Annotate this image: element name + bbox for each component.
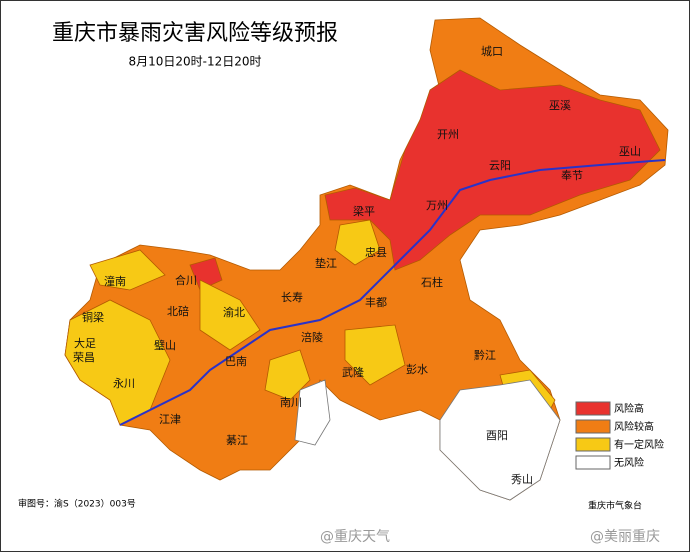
subtitle: 8月10日20时-12日20时: [128, 55, 261, 69]
district-label: 璧山: [154, 338, 176, 352]
district-label: 荣昌: [73, 351, 95, 364]
district-label: 合川: [175, 273, 197, 287]
region-yellow: [89, 249, 166, 291]
legend-swatch: [575, 455, 611, 470]
legend-label: 有一定风险: [614, 438, 664, 451]
legend-label: 风险较高: [614, 420, 654, 433]
district-label: 秀山: [511, 473, 533, 486]
district-label: 渝北: [223, 305, 245, 319]
district-label: 丰都: [365, 296, 387, 309]
district-label: 潼南: [104, 274, 126, 288]
legend-swatch: [575, 401, 611, 416]
river: [119, 159, 666, 426]
region-red: [189, 257, 223, 291]
district-label: 黔江: [474, 348, 496, 362]
region-yellow: [199, 279, 261, 351]
map: [64, 17, 669, 501]
watermark: @美丽重庆: [590, 529, 660, 545]
region-white: [294, 379, 331, 446]
region-white: [439, 379, 561, 501]
district-label: 巫山: [619, 145, 641, 158]
region-red: [324, 69, 661, 271]
district-label: 铜梁: [82, 310, 104, 324]
district-label: 奉节: [561, 168, 583, 182]
district-label: 永川: [113, 376, 135, 390]
legend-swatch: [575, 419, 611, 434]
title: 重庆市暴雨灾害风险等级预报: [52, 21, 338, 46]
district-label: 彭水: [406, 362, 428, 376]
map-number: 审图号：渝S（2023）003号: [18, 498, 136, 510]
district-label: 酉阳: [486, 429, 508, 442]
district-label: 开州: [437, 128, 459, 141]
district-label: 石柱: [421, 275, 443, 289]
district-label: 南川: [280, 396, 302, 409]
watermark: @重庆天气: [320, 529, 390, 545]
district-label: 江津: [159, 413, 181, 426]
legend-swatch: [575, 437, 611, 452]
district-label: 武隆: [342, 365, 364, 379]
district-label: 綦江: [226, 434, 248, 447]
district-label: 巴南: [225, 355, 247, 368]
district-label: 城口: [481, 45, 503, 58]
district-label: 大足: [74, 336, 96, 350]
district-label: 云阳: [489, 159, 511, 172]
issuer: 重庆市气象台: [588, 500, 642, 512]
district-label: 忠县: [365, 246, 387, 259]
district-label: 涪陵: [301, 330, 323, 344]
legend-label: 风险高: [614, 402, 644, 415]
district-label: 北碚: [167, 304, 189, 318]
district-label: 巫溪: [549, 99, 571, 112]
district-label: 万州: [426, 199, 448, 212]
district-label: 长寿: [281, 290, 303, 304]
district-label: 垫江: [315, 256, 337, 270]
legend-label: 无风险: [614, 456, 644, 469]
region-yellow: [344, 324, 406, 386]
region-yellow: [334, 219, 381, 266]
district-label: 梁平: [353, 204, 375, 218]
